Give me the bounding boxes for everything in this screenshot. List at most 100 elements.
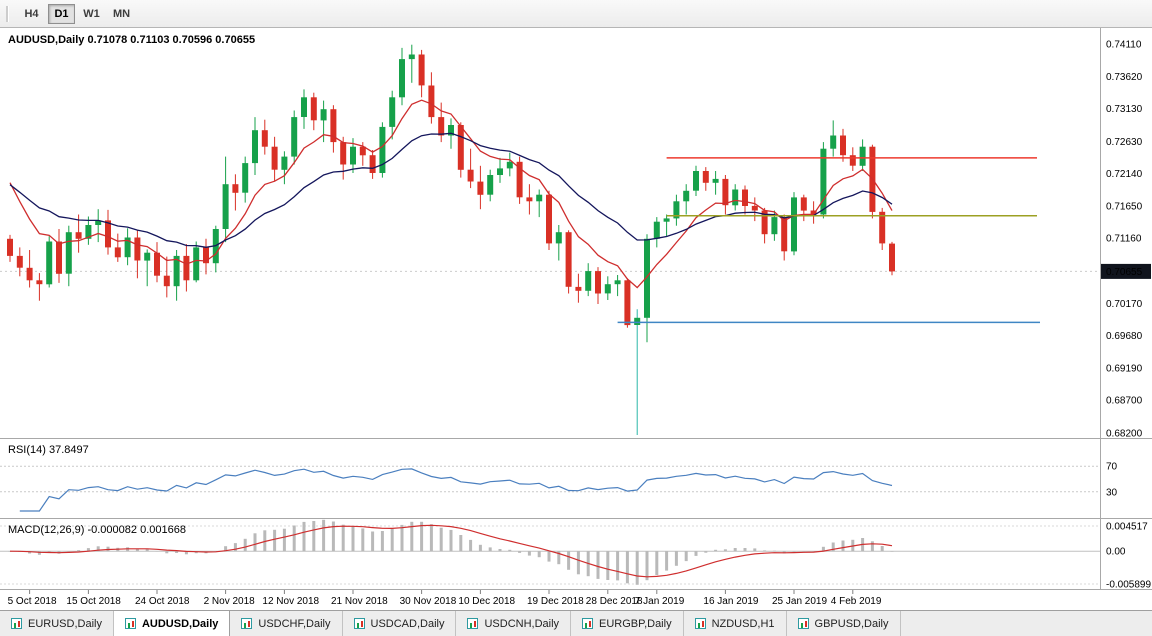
candle-body: [526, 197, 533, 202]
chart-canvas[interactable]: 0.74110 0.73620 0.73130 0.72630 0.72140 0.716…: [0, 28, 1152, 610]
candle-body: [663, 218, 670, 222]
macd-bar: [312, 521, 316, 552]
tab-usdchf-daily[interactable]: USDCHF,Daily: [230, 611, 343, 636]
candle-body: [644, 238, 650, 318]
toolbar-grip[interactable]: [6, 5, 9, 22]
timeframe-button-d1[interactable]: D1: [48, 3, 75, 24]
tab-usdcnh-daily[interactable]: USDCNH,Daily: [456, 611, 572, 636]
macd-bar: [86, 548, 90, 552]
tab-nzdusd-h1[interactable]: NZDUSD,H1: [684, 611, 787, 636]
candle-body: [399, 59, 405, 98]
rsi-level-label: 30: [1106, 487, 1118, 498]
macd-bar: [263, 530, 267, 552]
macd-bar: [449, 529, 453, 552]
candle-body: [379, 126, 386, 173]
candle-body: [271, 146, 278, 170]
candle-body: [742, 189, 748, 206]
candle-body: [183, 255, 190, 281]
tab-gbpusd-daily[interactable]: GBPUSD,Daily: [787, 611, 901, 636]
macd-bar: [67, 551, 71, 552]
candle-body: [585, 271, 592, 291]
candle-body: [506, 161, 513, 169]
candle-body: [830, 135, 837, 149]
candle-body: [173, 255, 180, 287]
macd-bar: [596, 551, 600, 579]
tab-usdcad-daily[interactable]: USDCAD,Daily: [343, 611, 457, 636]
candle-body: [879, 211, 886, 244]
macd-bar: [420, 521, 424, 552]
candle-body: [16, 255, 23, 268]
date-axis-label: 24 Oct 2018: [135, 596, 190, 607]
price-axis-label: 0.73130: [1106, 104, 1143, 115]
macd-bar: [625, 551, 629, 584]
chart-tabs-bar: EURUSD,Daily AUDUSD,Daily USDCHF,Daily U…: [0, 610, 1152, 636]
macd-histogram: [8, 519, 894, 585]
macd-bar: [253, 533, 257, 552]
macd-bar: [792, 551, 796, 552]
macd-bar: [723, 549, 727, 552]
macd-bar: [812, 551, 816, 552]
candle-body: [565, 232, 572, 287]
macd-bar: [155, 551, 159, 552]
candle-body: [340, 142, 347, 165]
candle-body: [124, 237, 131, 258]
macd-bar: [821, 546, 825, 552]
macd-bar: [518, 551, 522, 553]
macd-bar: [714, 549, 718, 552]
price-axis-label: 0.69190: [1106, 363, 1143, 374]
price-axis-label: 0.68200: [1106, 429, 1143, 440]
macd-title: MACD(12,26,9) -0.000082 0.001668: [8, 524, 186, 536]
timeframe-button-h4[interactable]: H4: [18, 4, 45, 24]
candle-body: [320, 109, 327, 121]
chart-icon: [582, 618, 594, 629]
chart-icon: [124, 618, 136, 629]
candle-body: [546, 194, 552, 244]
price-axis-label: 0.73620: [1106, 72, 1143, 83]
macd-bar: [175, 551, 179, 553]
timeframe-toolbar: H4 D1 W1 MN: [0, 0, 1152, 28]
candle-body: [791, 197, 797, 252]
candle-body: [575, 286, 582, 291]
date-axis-label: 19 Dec 2018: [527, 596, 584, 607]
macd-axis-label: 0.004517: [1106, 522, 1148, 533]
candle-body: [702, 171, 709, 183]
macd-bar: [302, 521, 306, 552]
timeframe-button-w1[interactable]: W1: [78, 4, 105, 24]
macd-bar: [802, 551, 806, 552]
date-axis-label: 4 Feb 2019: [831, 596, 882, 607]
macd-bar: [635, 551, 639, 585]
candle-body: [722, 178, 729, 206]
macd-bar: [772, 550, 776, 552]
macd-bar: [616, 551, 620, 581]
chart-icon: [467, 618, 479, 629]
tab-audusd-daily[interactable]: AUDUSD,Daily: [113, 611, 231, 636]
tab-eurusd-daily[interactable]: EURUSD,Daily: [0, 611, 114, 636]
date-axis-label: 5 Oct 2018: [8, 596, 57, 607]
candle-body: [889, 243, 895, 272]
macd-bar: [331, 521, 335, 552]
chart-window[interactable]: 0.74110 0.73620 0.73130 0.72630 0.72140 0.716…: [0, 28, 1152, 610]
rsi-level-label: 70: [1106, 462, 1118, 473]
candle-body: [114, 247, 121, 258]
macd-bar: [145, 549, 149, 552]
macd-bar: [576, 551, 580, 575]
macd-bar: [233, 543, 237, 552]
tab-label: EURUSD,Daily: [28, 617, 102, 630]
macd-bar: [380, 531, 384, 552]
candle-body: [800, 197, 807, 211]
tab-eurgbp-daily[interactable]: EURGBP,Daily: [571, 611, 684, 636]
date-axis-label: 21 Nov 2018: [331, 596, 388, 607]
candle-body: [408, 54, 415, 60]
price-axis-label: 0.68700: [1106, 396, 1143, 407]
candle-body: [683, 190, 690, 202]
macd-bar: [763, 550, 767, 552]
macd-bar: [743, 548, 747, 552]
timeframe-button-mn[interactable]: MN: [108, 4, 135, 24]
macd-bar: [351, 526, 355, 552]
candle-body: [95, 220, 102, 225]
macd-bar: [28, 551, 32, 554]
price-axis[interactable]: 0.74110 0.73620 0.73130 0.72630 0.72140 0.716…: [1106, 40, 1143, 440]
tab-label: EURGBP,Daily: [599, 617, 672, 630]
macd-bar: [410, 521, 414, 552]
macd-bar: [96, 546, 100, 552]
